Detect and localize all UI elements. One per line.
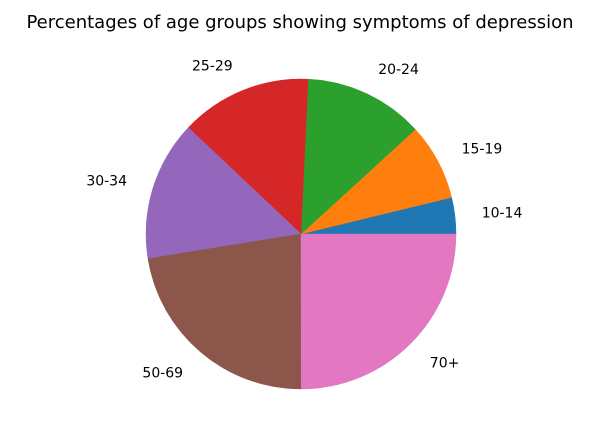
pie-label-20-24: 20-24 xyxy=(378,62,419,78)
pie-label-50-69: 50-69 xyxy=(142,366,183,382)
pie-slice-30-34 xyxy=(145,127,302,259)
pie-label-15-19: 15-19 xyxy=(462,141,503,157)
pie-label-70+: 70+ xyxy=(430,356,460,372)
pie-slice-50-69 xyxy=(147,233,302,390)
pie-label-25-29: 25-29 xyxy=(192,58,233,74)
pie-label-30-34: 30-34 xyxy=(86,174,127,190)
pie-slice-25-29 xyxy=(187,78,309,235)
pie-slice-20-24 xyxy=(300,78,416,235)
pie-label-10-14: 10-14 xyxy=(482,205,523,221)
chart-title: Percentages of age groups showing sympto… xyxy=(26,12,573,33)
pie-labels: 10-14 15-19 20-24 25-29 30-34 50-69 70+ xyxy=(86,58,522,381)
pie-slices xyxy=(145,78,457,390)
pie-slice-70+ xyxy=(300,233,457,390)
